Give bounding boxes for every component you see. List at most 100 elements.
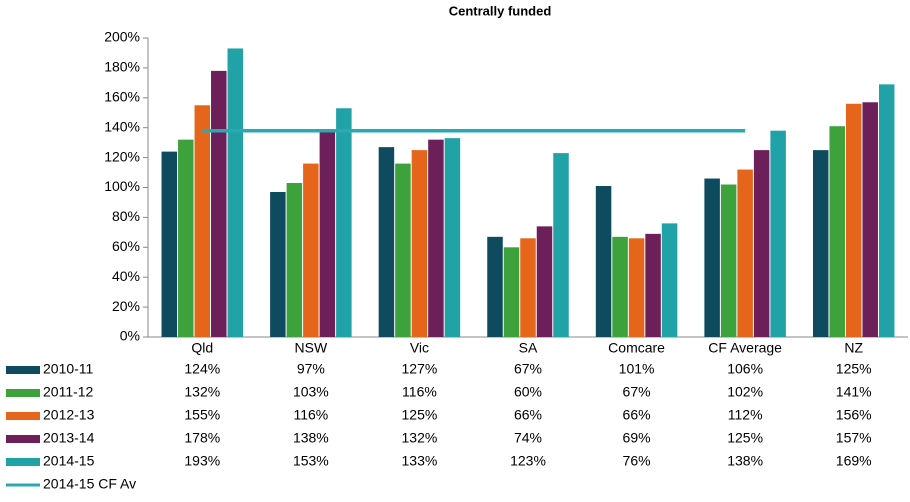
bar bbox=[753, 150, 770, 337]
y-tick-label: 80% bbox=[112, 208, 140, 224]
table-cell: 123% bbox=[510, 453, 546, 469]
x-tick-label: NZ bbox=[844, 340, 863, 356]
table-cell: 66% bbox=[623, 407, 651, 423]
bar bbox=[862, 102, 878, 337]
table-cell: 116% bbox=[402, 384, 437, 400]
table-cell: 76% bbox=[623, 453, 651, 469]
chart-title: Centrally funded bbox=[449, 3, 552, 18]
table-cell: 132% bbox=[184, 384, 220, 400]
table-cell: 141% bbox=[836, 384, 872, 400]
table-cell: 132% bbox=[402, 430, 438, 446]
legend-swatch bbox=[6, 435, 40, 443]
bar bbox=[336, 108, 352, 337]
legend-label: 2012-13 bbox=[43, 407, 95, 423]
bar bbox=[553, 153, 569, 337]
bar bbox=[194, 105, 211, 338]
x-tick-label: Qld bbox=[191, 340, 213, 356]
x-tick-label: Comcare bbox=[608, 340, 665, 356]
y-tick-label: 20% bbox=[112, 298, 140, 314]
y-tick-label: 120% bbox=[104, 148, 140, 164]
table-cell: 169% bbox=[836, 453, 872, 469]
bar bbox=[411, 150, 428, 337]
table-cell: 125% bbox=[836, 361, 872, 377]
bar bbox=[829, 126, 845, 337]
bar bbox=[503, 247, 520, 337]
table-cell: 125% bbox=[402, 407, 438, 423]
legend-swatch bbox=[6, 458, 40, 466]
bar bbox=[211, 70, 227, 337]
table-cell: 69% bbox=[623, 430, 651, 446]
table-cell: 103% bbox=[293, 384, 329, 400]
bar bbox=[178, 139, 194, 337]
bar bbox=[645, 233, 661, 337]
bar bbox=[378, 147, 395, 337]
table-cell: 112% bbox=[728, 407, 763, 423]
legend-label: 2013-14 bbox=[43, 430, 95, 446]
bar bbox=[428, 139, 444, 337]
table-cell: 138% bbox=[727, 453, 763, 469]
x-tick-label: CF Average bbox=[708, 340, 782, 356]
bar bbox=[704, 178, 720, 337]
table-cell: 67% bbox=[623, 384, 651, 400]
bar bbox=[161, 151, 178, 337]
bar bbox=[227, 48, 244, 338]
table-cell: 97% bbox=[297, 361, 325, 377]
bar bbox=[612, 236, 628, 337]
y-tick-label: 140% bbox=[104, 118, 140, 134]
bar bbox=[286, 183, 303, 337]
table-cell: 102% bbox=[727, 384, 763, 400]
bar bbox=[444, 138, 461, 337]
table-cell: 157% bbox=[836, 430, 872, 446]
table-cell: 67% bbox=[514, 361, 542, 377]
bar bbox=[661, 223, 678, 337]
legend-label: 2014-15 CF Av bbox=[43, 476, 136, 492]
legend-swatch bbox=[6, 389, 40, 397]
y-tick-label: 160% bbox=[104, 89, 140, 105]
legend-label: 2010-11 bbox=[43, 361, 94, 377]
table-cell: 66% bbox=[514, 407, 542, 423]
table-cell: 193% bbox=[184, 453, 220, 469]
y-tick-label: 40% bbox=[112, 268, 140, 284]
bar bbox=[395, 163, 411, 337]
bar bbox=[303, 163, 319, 337]
table-cell: 106% bbox=[727, 361, 763, 377]
legend-swatch bbox=[6, 412, 40, 420]
bar bbox=[845, 103, 862, 337]
table-cell: 155% bbox=[184, 407, 220, 423]
y-tick-label: 100% bbox=[104, 178, 140, 194]
legend-swatch bbox=[6, 366, 40, 374]
bar bbox=[628, 238, 645, 337]
y-tick-label: 60% bbox=[112, 238, 140, 254]
x-tick-label: SA bbox=[519, 340, 538, 356]
table-cell: 153% bbox=[293, 453, 329, 469]
table-cell: 156% bbox=[836, 407, 872, 423]
table-cell: 60% bbox=[514, 384, 542, 400]
bar bbox=[737, 169, 753, 337]
bar bbox=[536, 226, 553, 337]
bar bbox=[720, 184, 737, 337]
x-tick-label: Vic bbox=[410, 340, 429, 356]
bar bbox=[319, 130, 336, 337]
table-cell: 138% bbox=[293, 430, 329, 446]
x-tick-label: NSW bbox=[295, 340, 328, 356]
table-cell: 101% bbox=[619, 361, 655, 377]
table-cell: 74% bbox=[514, 430, 542, 446]
bar bbox=[520, 238, 536, 337]
bar bbox=[812, 150, 829, 337]
table-cell: 133% bbox=[402, 453, 438, 469]
bar bbox=[770, 130, 786, 337]
y-tick-label: 180% bbox=[104, 59, 140, 75]
table-cell: 125% bbox=[727, 430, 763, 446]
bar bbox=[595, 186, 612, 337]
legend-label: 2014-15 bbox=[43, 453, 95, 469]
bar bbox=[270, 191, 286, 337]
y-tick-label: 0% bbox=[120, 328, 140, 344]
table-cell: 127% bbox=[402, 361, 438, 377]
table-cell: 124% bbox=[184, 361, 220, 377]
table-cell: 116% bbox=[293, 407, 328, 423]
legend-label: 2011-12 bbox=[43, 384, 94, 400]
bar bbox=[487, 236, 503, 337]
bar bbox=[878, 84, 895, 337]
table-cell: 178% bbox=[184, 430, 220, 446]
